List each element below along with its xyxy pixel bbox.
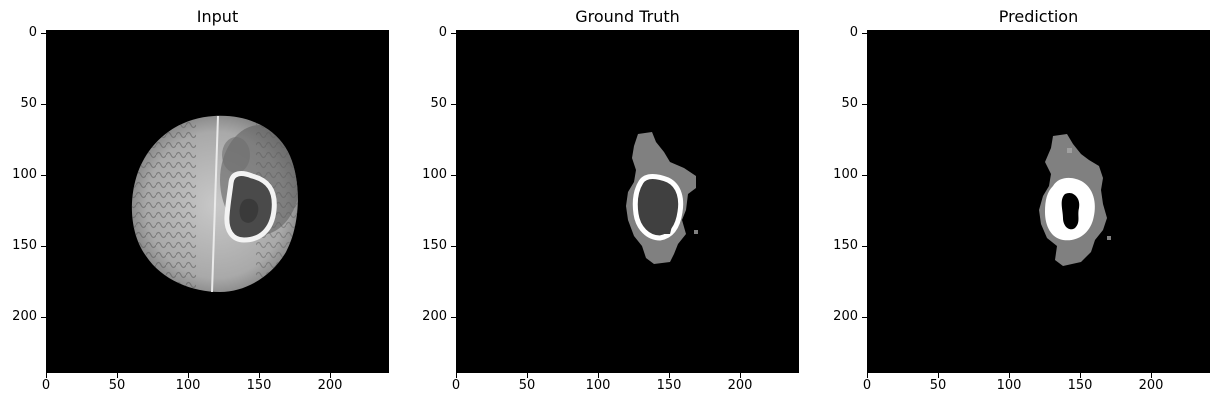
x-tick-mark — [117, 373, 118, 378]
y-tick-mark — [862, 317, 867, 318]
y-tick-mark — [41, 246, 46, 247]
prediction-panel: Prediction 0 50 100 150 200 0 50 100 150… — [821, 0, 1221, 407]
y-tick-label: 50 — [430, 96, 447, 111]
input-panel: Input — [0, 0, 400, 407]
y-tick-label: 150 — [833, 238, 858, 253]
y-tick-mark — [451, 175, 456, 176]
x-tick-mark — [188, 373, 189, 378]
ground-truth-axes — [456, 30, 799, 373]
y-tick-label: 100 — [833, 167, 858, 182]
x-tick-mark — [46, 373, 47, 378]
x-tick-mark — [598, 373, 599, 378]
ground-truth-panel: Ground Truth 0 50 100 150 200 0 50 100 1… — [410, 0, 810, 407]
y-tick-label: 50 — [20, 96, 37, 111]
prediction-mask — [1039, 134, 1111, 266]
y-tick-label: 150 — [12, 238, 37, 253]
x-tick-mark — [527, 373, 528, 378]
y-tick-mark — [862, 104, 867, 105]
x-tick-mark — [938, 373, 939, 378]
y-tick-label: 200 — [422, 309, 447, 324]
y-tick-label: 200 — [12, 309, 37, 324]
x-tick-label: 50 — [108, 378, 126, 393]
y-tick-mark — [41, 104, 46, 105]
y-tick-mark — [451, 317, 456, 318]
x-tick-mark — [740, 373, 741, 378]
x-tick-label: 50 — [929, 378, 947, 393]
ground-truth-mask — [626, 132, 698, 264]
x-tick-label: 150 — [656, 378, 682, 393]
x-tick-mark — [867, 373, 868, 378]
x-tick-label: 0 — [451, 378, 461, 393]
x-tick-mark — [330, 373, 331, 378]
y-tick-label: 50 — [841, 96, 858, 111]
input-image-axes — [46, 30, 389, 373]
panel-title: Ground Truth — [575, 7, 680, 26]
panel-title: Input — [196, 7, 239, 26]
x-tick-label: 200 — [727, 378, 753, 393]
y-tick-mark — [862, 33, 867, 34]
y-tick-mark — [451, 33, 456, 34]
brain-mri-image — [131, 115, 298, 293]
x-tick-mark — [1009, 373, 1010, 378]
y-tick-mark — [451, 246, 456, 247]
x-tick-mark — [1080, 373, 1081, 378]
y-tick-mark — [41, 33, 46, 34]
x-tick-mark — [1151, 373, 1152, 378]
x-tick-label: 200 — [1138, 378, 1164, 393]
y-tick-label: 0 — [28, 25, 37, 40]
x-tick-mark — [259, 373, 260, 378]
y-tick-mark — [41, 175, 46, 176]
panel-title: Prediction — [998, 7, 1079, 26]
x-tick-mark — [669, 373, 670, 378]
x-tick-label: 50 — [518, 378, 536, 393]
y-tick-label: 100 — [12, 167, 37, 182]
x-tick-label: 200 — [317, 378, 343, 393]
x-tick-label: 100 — [585, 378, 611, 393]
x-tick-label: 150 — [1067, 378, 1093, 393]
y-tick-label: 150 — [422, 238, 447, 253]
y-tick-mark — [41, 317, 46, 318]
y-tick-label: 100 — [422, 167, 447, 182]
y-tick-mark — [862, 175, 867, 176]
y-tick-label: 0 — [849, 25, 858, 40]
x-tick-mark — [456, 373, 457, 378]
x-tick-label: 150 — [246, 378, 272, 393]
y-tick-label: 0 — [438, 25, 447, 40]
y-tick-mark — [862, 246, 867, 247]
x-tick-label: 100 — [996, 378, 1022, 393]
y-tick-label: 200 — [833, 309, 858, 324]
x-tick-label: 0 — [41, 378, 51, 393]
prediction-axes — [867, 30, 1210, 373]
x-tick-label: 0 — [862, 378, 872, 393]
y-tick-mark — [451, 104, 456, 105]
x-tick-label: 100 — [175, 378, 201, 393]
